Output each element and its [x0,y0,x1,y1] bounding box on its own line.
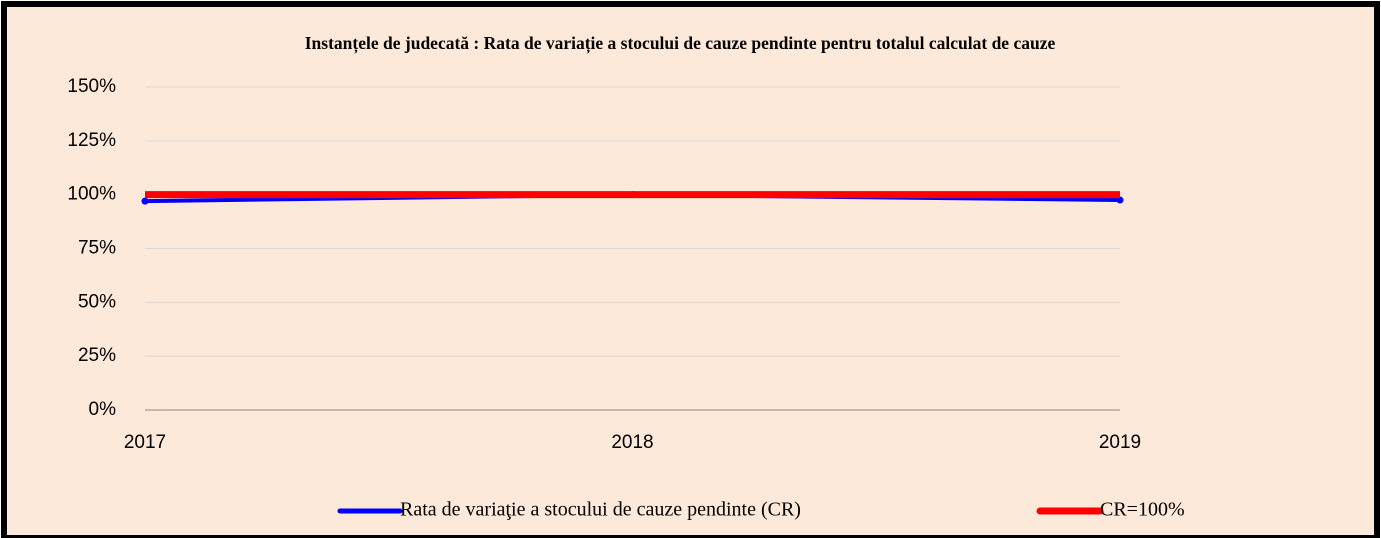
series-marker [141,197,149,205]
legend-label: CR=100% [1100,499,1185,521]
x-tick-label: 2017 [124,432,166,453]
series-marker [1116,196,1124,204]
y-tick-label: 125% [67,130,116,151]
y-tick-label: 25% [78,345,116,366]
x-tick-label: 2019 [1099,432,1141,453]
y-tick-label: 50% [78,291,116,312]
chart-title: Instanțele de judecată : Rata de variați… [305,33,1056,54]
y-tick-label: 75% [78,238,116,259]
legend-label: Rata de variaţie a stocului de cauze pen… [400,499,801,521]
x-tick-label: 2018 [611,432,653,453]
y-tick-label: 150% [67,76,116,97]
y-tick-label: 100% [67,184,116,205]
y-tick-label: 0% [89,399,117,420]
